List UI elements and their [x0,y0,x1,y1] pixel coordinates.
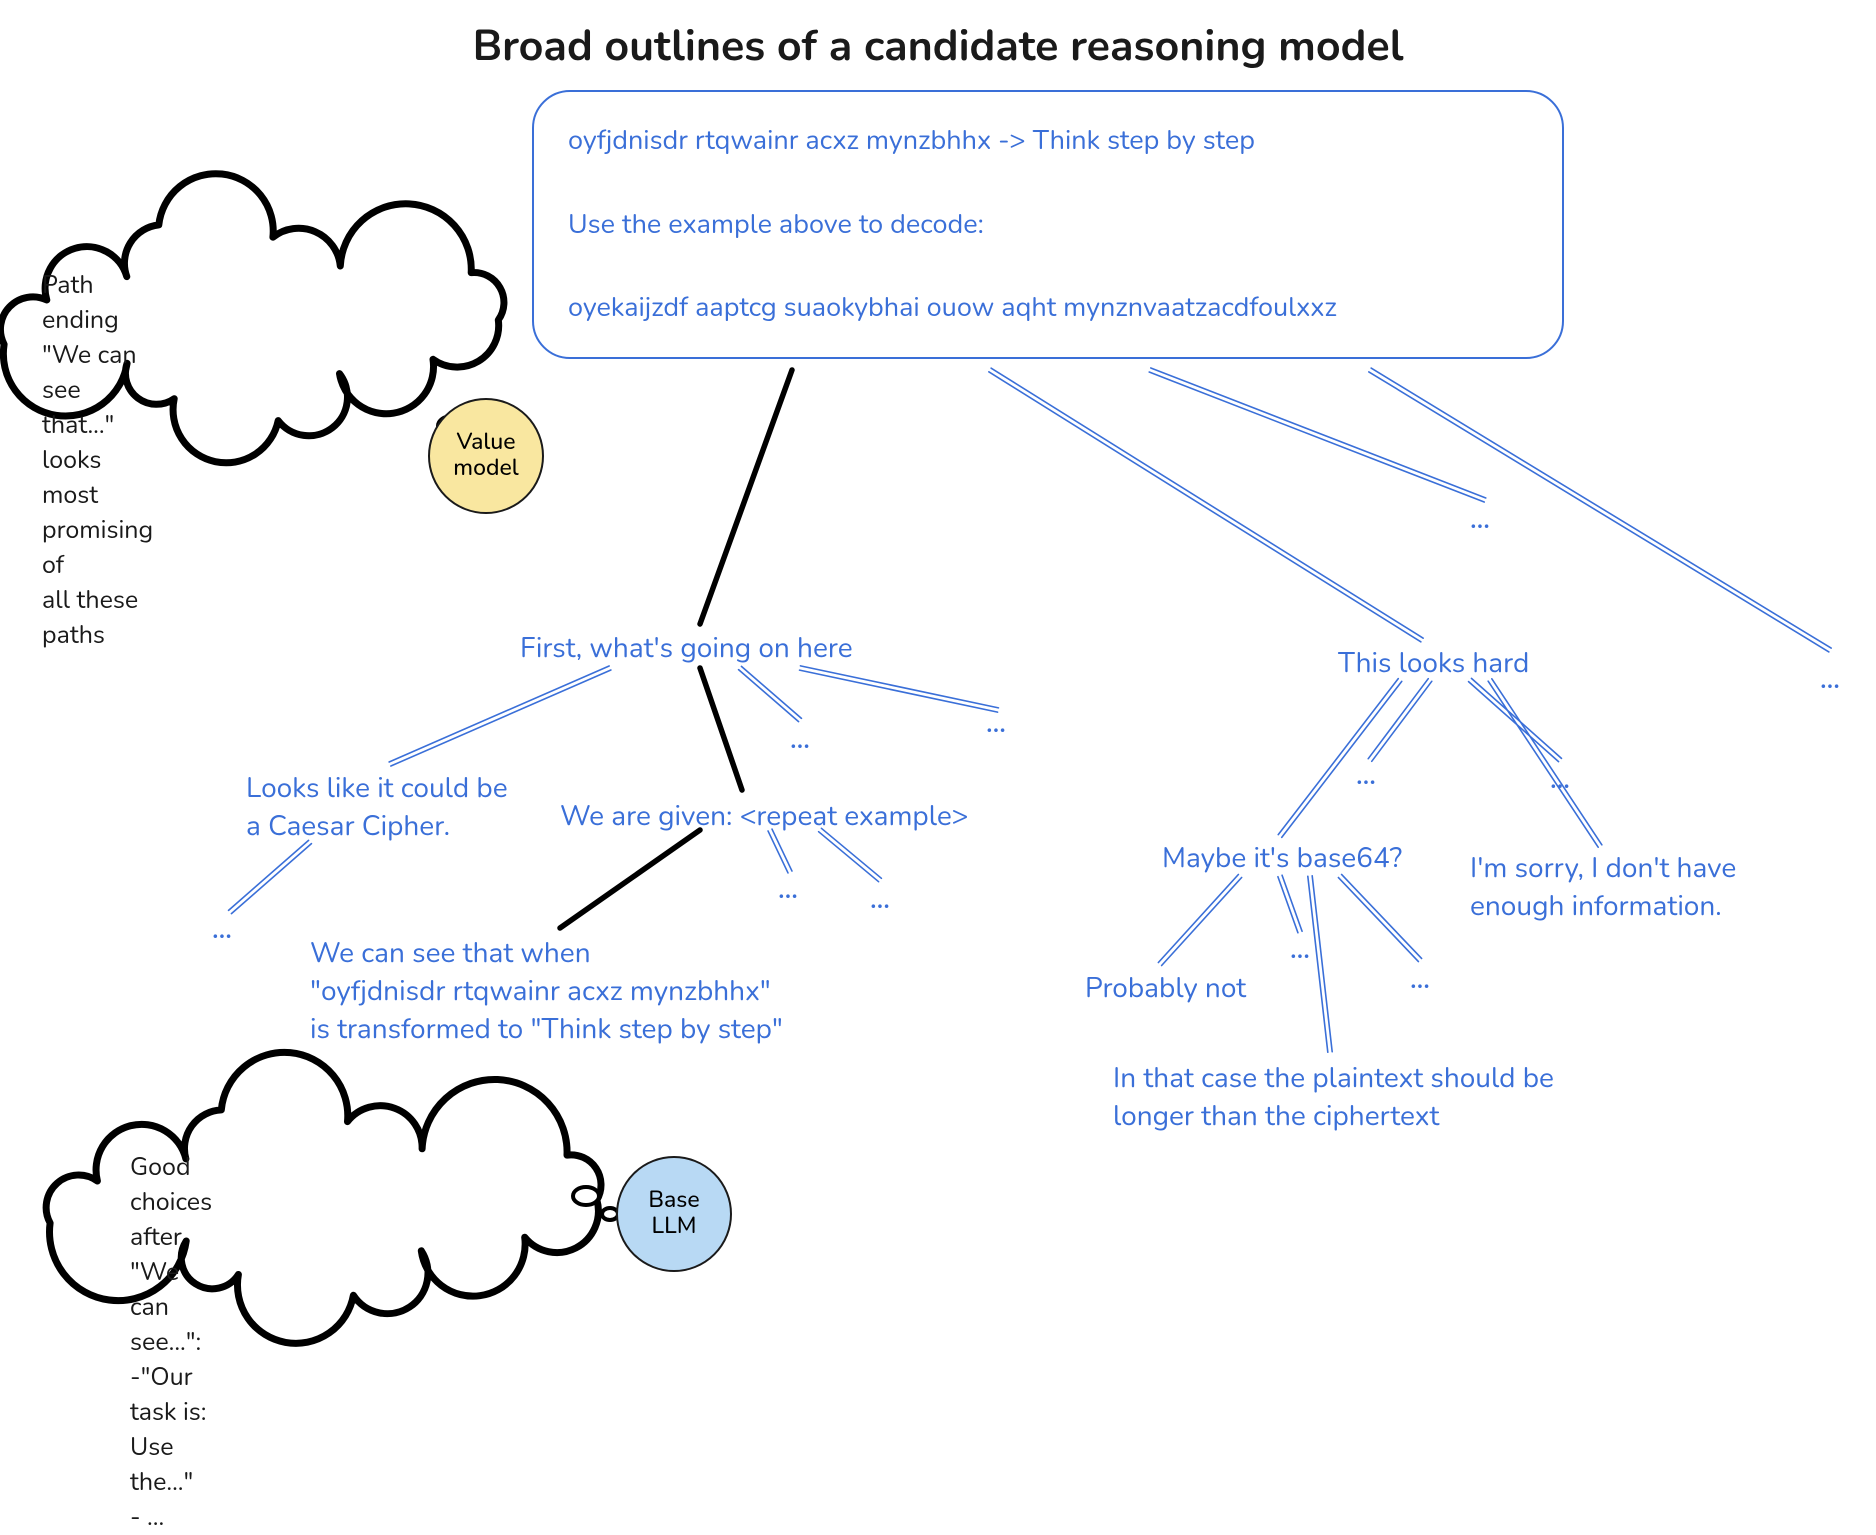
tree-edge-bold [700,668,742,790]
tree-ellipsis: ... [1290,930,1310,968]
tree-edge [1151,368,1486,498]
tree-edge [1471,678,1561,758]
tree-edge [1338,878,1418,962]
tree-edge [819,832,879,882]
tree-ellipsis: ... [1820,660,1840,698]
tree-edge [1488,681,1598,847]
tree-edge [991,368,1423,638]
tree-edge [229,840,309,910]
tree-edge [1282,681,1402,837]
diagram-title: Broad outlines of a candidate reasoning … [0,18,1876,76]
tree-edge [1158,875,1238,963]
tree-edge [768,831,788,873]
tree-node-label: I'm sorry, I don't have enough informati… [1470,850,1736,926]
tree-node-label: We are given: <repeat example> [560,798,969,836]
tree-edge [1342,874,1422,958]
tree-edge [1278,679,1398,835]
tree-edge [389,666,609,762]
tree-node-label: This looks hard [1338,645,1529,683]
tree-edge-bold [560,830,700,928]
prompt-box: oyfjdnisdr rtqwainr acxz mynzbhhx -> Thi… [532,90,1564,359]
tree-edge [1469,682,1559,762]
tree-ellipsis: ... [212,910,232,948]
tree-node-label: In that case the plaintext should be lon… [1113,1060,1554,1136]
tree-node-label: We can see that when "oyfjdnisdr rtqwain… [310,935,783,1048]
tree-edge [989,372,1421,642]
tree-ellipsis: ... [870,880,890,918]
tree-edge-bold [700,370,792,624]
tree-edge [1278,877,1298,933]
thought-bubble [573,1187,599,1205]
tree-node-label: First, what's going on here [520,630,853,668]
value-model-badge: Value model [428,398,544,514]
tree-edge [1149,372,1484,502]
tree-ellipsis: ... [1356,756,1376,794]
tree-edge [800,670,998,712]
tree-edge [1371,368,1831,648]
base-llm-badge: Base LLM [616,1156,732,1272]
tree-edge [741,666,801,718]
tree-ellipsis: ... [1470,500,1490,538]
tree-edge [1282,875,1302,931]
tree-ellipsis: ... [1410,960,1430,998]
tree-edge [1372,681,1432,761]
tree-node-label: Probably not [1085,970,1246,1008]
tree-edge [1492,679,1602,845]
tree-ellipsis: ... [986,704,1006,742]
tree-edge [231,844,311,914]
tree-edge [1369,372,1829,652]
tree-ellipsis: ... [1550,760,1570,798]
tree-edge [391,670,611,766]
thought-text: Path ending "We can see that..." looks m… [42,268,153,653]
tree-edge [800,666,998,708]
tree-node-label: Maybe it's base64? [1162,840,1402,878]
thought-text: Good choices after "We can see...": -"Ou… [130,1150,212,1535]
tree-edge [739,670,799,722]
tree-ellipsis: ... [778,870,798,908]
tree-edge [1308,876,1328,1052]
tree-edge [1312,876,1332,1052]
tree-edge [821,828,881,878]
tree-edge [1368,679,1428,759]
tree-node-label: Looks like it could be a Caesar Cipher. [246,770,508,846]
tree-edge [1162,877,1242,965]
tree-ellipsis: ... [790,720,810,758]
diagram-canvas: Broad outlines of a candidate reasoning … [0,0,1876,1352]
